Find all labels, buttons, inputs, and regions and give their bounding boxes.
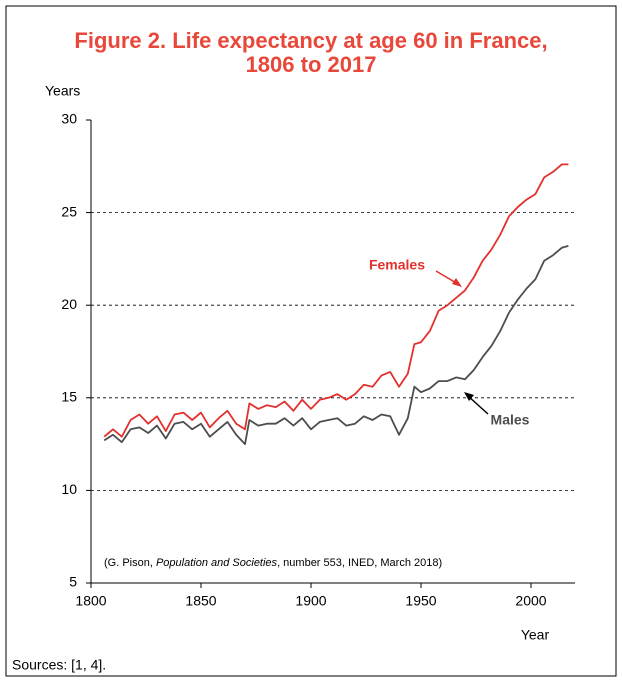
- x-tick-label: 1850: [185, 593, 216, 609]
- y-tick-label: 10: [61, 481, 77, 497]
- x-tick-label: 1900: [295, 593, 326, 609]
- y-tick-label: 5: [69, 574, 77, 590]
- frame: [5, 5, 617, 677]
- chart-title: 1806 to 2017: [246, 52, 377, 77]
- y-axis-label: Years: [45, 83, 80, 99]
- source: Sources: [1, 4].: [12, 657, 106, 673]
- y-tick-label: 25: [61, 203, 77, 219]
- note-part: Population and Societies: [156, 557, 278, 569]
- x-axis-label: Year: [521, 627, 550, 643]
- y-tick-label: 20: [61, 296, 77, 312]
- x-tick-label: 1950: [405, 593, 436, 609]
- y-tick-label: 30: [61, 111, 77, 127]
- line: [103, 163, 569, 438]
- annotation-arrow-head: [464, 392, 474, 401]
- y-tick-label: 15: [61, 389, 77, 405]
- chart-title: Figure 2. Life expectancy at age 60 in F…: [74, 28, 547, 53]
- legend-label: Females: [369, 257, 425, 273]
- legend-label: Males: [491, 412, 530, 428]
- note-part: (G. Pison,: [104, 557, 156, 569]
- annotation-arrow: [467, 395, 489, 415]
- note: (G. Pison, Population and Societies, num…: [104, 557, 442, 569]
- annotation-arrow-head: [452, 278, 462, 287]
- note-part: , number 553, INED, March 2018): [277, 557, 442, 569]
- x-tick-label: 1800: [75, 593, 106, 609]
- x-tick-label: 2000: [515, 593, 546, 609]
- line: [103, 245, 569, 445]
